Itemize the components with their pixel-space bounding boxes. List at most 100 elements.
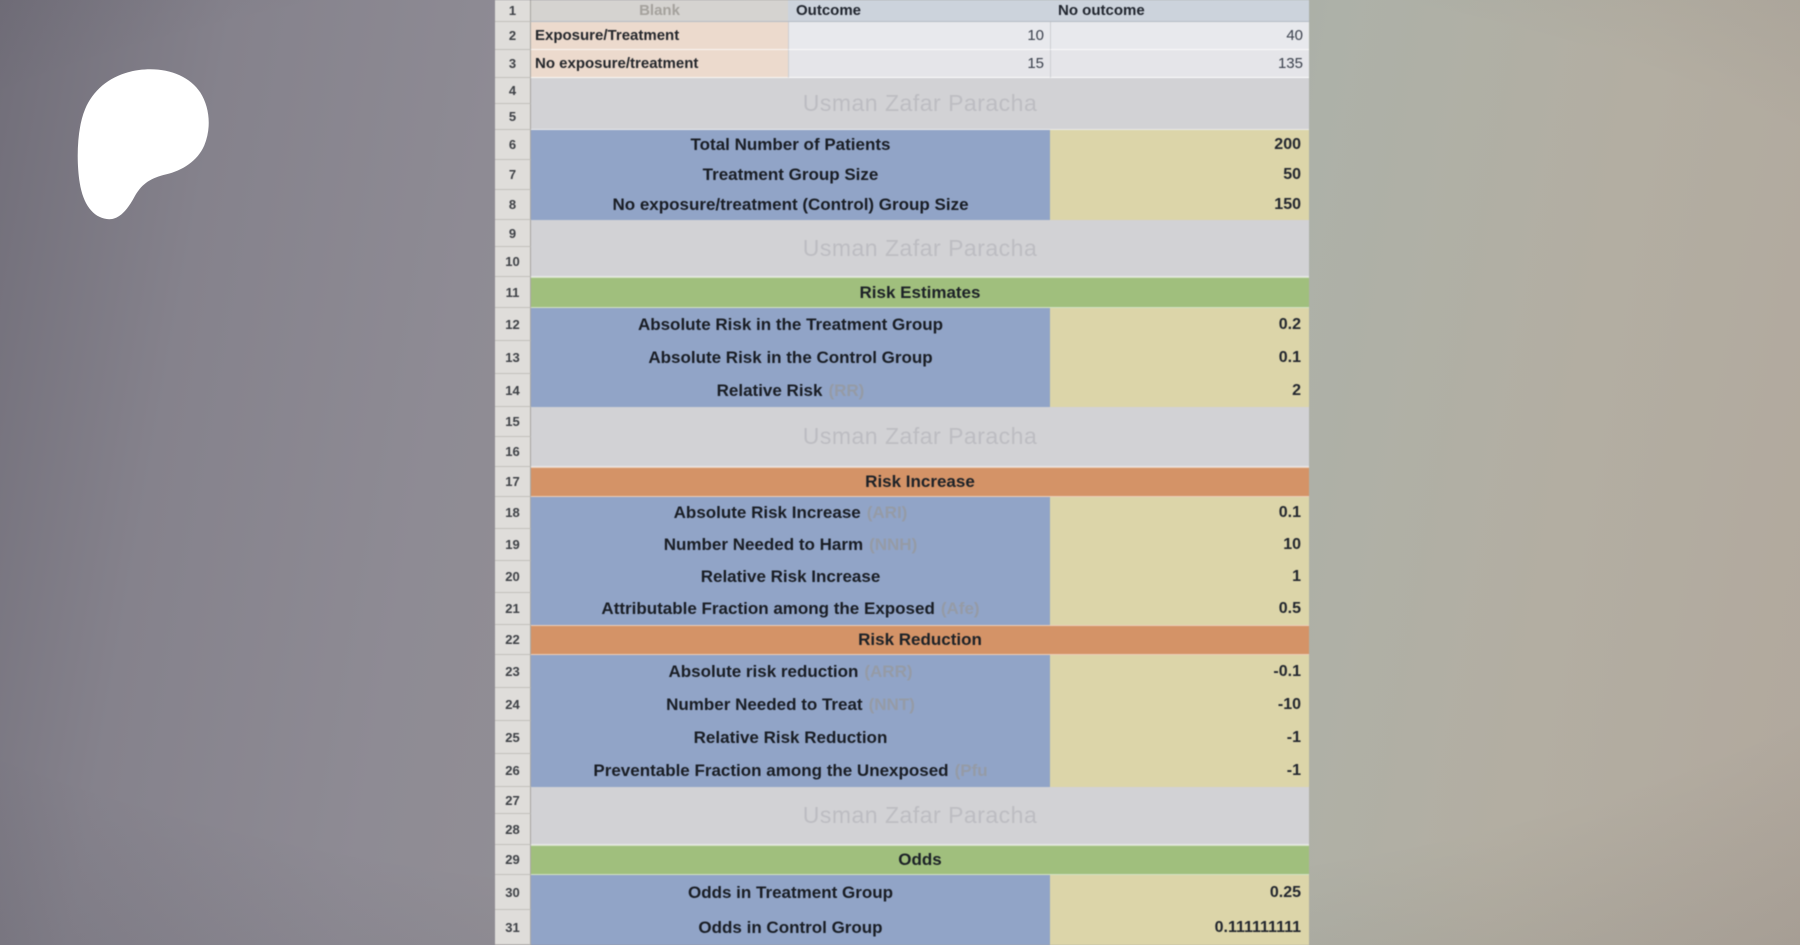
metric-label: Absolute Risk in the Treatment Group bbox=[637, 314, 944, 334]
metric-label-cell[interactable]: Odds in Control Group bbox=[531, 910, 1050, 945]
metric-value-cell[interactable]: 0.1 bbox=[1050, 341, 1309, 374]
metric-label-cell[interactable]: Relative Risk (RR) bbox=[531, 374, 1050, 407]
metric-value-cell[interactable]: 0.1 bbox=[1050, 497, 1309, 529]
row-header[interactable]: 16 bbox=[495, 437, 531, 467]
watermark-text: Usman Zafar Paracha bbox=[802, 423, 1038, 449]
metric-label: Absolute Risk in the Control Group bbox=[648, 347, 933, 367]
row-header[interactable]: 10 bbox=[495, 247, 531, 277]
row-header[interactable]: 18 bbox=[495, 497, 531, 529]
row-header[interactable]: 4 bbox=[495, 78, 531, 104]
contingency-row-label[interactable]: No exposure/treatment bbox=[531, 50, 788, 78]
metric-value-cell[interactable]: 0.5 bbox=[1050, 593, 1309, 625]
metric-abbrev: (NNT) bbox=[868, 694, 915, 714]
row-header[interactable]: 28 bbox=[495, 814, 531, 845]
column-header-blank[interactable]: Blank bbox=[531, 0, 788, 22]
row-header[interactable]: 1 bbox=[495, 0, 531, 22]
metric-label-cell[interactable]: Number Needed to Harm (NNH) bbox=[531, 529, 1050, 561]
row-header[interactable]: 11 bbox=[495, 277, 531, 308]
row-header[interactable]: 24 bbox=[495, 688, 531, 721]
metric-label: Absolute risk reduction bbox=[668, 661, 859, 681]
outcome-value-cell[interactable]: 10 bbox=[788, 22, 1050, 50]
metric-value-cell[interactable]: 0.111111111 bbox=[1050, 910, 1309, 945]
metric-value-cell[interactable]: 200 bbox=[1050, 130, 1309, 160]
metric-abbrev: (RR) bbox=[828, 380, 865, 400]
metric-value-cell[interactable]: 10 bbox=[1050, 529, 1309, 561]
row-header[interactable]: 31 bbox=[495, 910, 531, 945]
metric-value-cell[interactable]: -1 bbox=[1050, 721, 1309, 754]
no-outcome-value-cell[interactable]: 40 bbox=[1050, 22, 1309, 50]
row-header[interactable]: 13 bbox=[495, 341, 531, 374]
metric-abbrev: (NNH) bbox=[869, 535, 918, 554]
row-header[interactable]: 14 bbox=[495, 374, 531, 407]
metric-label-cell[interactable]: Preventable Fraction among the Unexposed… bbox=[531, 754, 1050, 787]
metric-label-cell[interactable]: No exposure/treatment (Control) Group Si… bbox=[531, 190, 1050, 220]
row-header[interactable]: 25 bbox=[495, 721, 531, 754]
column-header-outcome[interactable]: Outcome bbox=[788, 0, 1050, 22]
metric-label-cell[interactable]: Attributable Fraction among the Exposed (… bbox=[531, 593, 1050, 625]
column-header-no-outcome[interactable]: No outcome bbox=[1050, 0, 1309, 22]
section-header[interactable]: Odds bbox=[531, 845, 1309, 875]
metric-value-cell[interactable]: -10 bbox=[1050, 688, 1309, 721]
spreadsheet: 1 2 3 4 5 6 7 8 9 10 11 12 13 14 15 16 17 18 19 20 21 22 23 24 2… bbox=[495, 0, 1309, 945]
row-header[interactable]: 5 bbox=[495, 104, 531, 130]
metric-label: Relative Risk Reduction bbox=[693, 727, 888, 747]
row-header[interactable]: 22 bbox=[495, 625, 531, 655]
metric-label-cell[interactable]: Relative Risk Increase bbox=[531, 561, 1050, 593]
metric-value-cell[interactable]: 150 bbox=[1050, 190, 1309, 220]
metric-label-cell[interactable]: Treatment Group Size bbox=[531, 160, 1050, 190]
metric-value-cell[interactable]: -0.1 bbox=[1050, 655, 1309, 688]
outcome-value-cell[interactable]: 15 bbox=[788, 50, 1050, 78]
metric-label-cell[interactable]: Total Number of Patients bbox=[531, 130, 1050, 160]
row-header[interactable]: 19 bbox=[495, 529, 531, 561]
metric-label: Number Needed to Harm bbox=[663, 535, 864, 554]
metric-label: Relative Risk bbox=[716, 380, 823, 400]
contingency-row-label[interactable]: Exposure/Treatment bbox=[531, 22, 788, 50]
row-header[interactable]: 15 bbox=[495, 407, 531, 437]
row-header[interactable]: 2 bbox=[495, 22, 531, 50]
metric-abbrev: (ARI) bbox=[866, 503, 908, 522]
metric-value-cell[interactable]: 1 bbox=[1050, 561, 1309, 593]
metric-label-cell[interactable]: Absolute Risk Increase (ARI) bbox=[531, 497, 1050, 529]
metric-label: Odds in Control Group bbox=[698, 917, 883, 937]
watermark-band: Usman Zafar Paracha bbox=[531, 220, 1309, 277]
metric-value-cell[interactable]: 0.2 bbox=[1050, 308, 1309, 341]
metric-label: No exposure/treatment (Control) Group Si… bbox=[612, 195, 969, 214]
metric-label-cell[interactable]: Absolute risk reduction (ARR) bbox=[531, 655, 1050, 688]
metric-value-cell[interactable]: 50 bbox=[1050, 160, 1309, 190]
row-header[interactable]: 12 bbox=[495, 308, 531, 341]
row-header[interactable]: 30 bbox=[495, 875, 531, 910]
row-header[interactable]: 27 bbox=[495, 787, 531, 814]
row-header[interactable]: 17 bbox=[495, 467, 531, 497]
row-header[interactable]: 23 bbox=[495, 655, 531, 688]
metric-label: Absolute Risk Increase bbox=[673, 503, 861, 522]
row-header[interactable]: 6 bbox=[495, 130, 531, 160]
metric-label: Number Needed to Treat bbox=[666, 694, 863, 714]
section-header[interactable]: Risk Reduction bbox=[531, 625, 1309, 655]
metric-abbrev: (Pfu bbox=[954, 760, 988, 780]
metric-label-cell[interactable]: Absolute Risk in the Treatment Group bbox=[531, 308, 1050, 341]
row-header[interactable]: 9 bbox=[495, 220, 531, 247]
metric-value-cell[interactable]: 2 bbox=[1050, 374, 1309, 407]
row-header[interactable]: 8 bbox=[495, 190, 531, 220]
metric-label: Treatment Group Size bbox=[702, 165, 879, 184]
metric-label-cell[interactable]: Odds in Treatment Group bbox=[531, 875, 1050, 910]
section-header[interactable]: Risk Estimates bbox=[531, 277, 1309, 308]
row-header[interactable]: 29 bbox=[495, 845, 531, 875]
row-header[interactable]: 26 bbox=[495, 754, 531, 787]
row-header[interactable]: 7 bbox=[495, 160, 531, 190]
watermark-band: Usman Zafar Paracha bbox=[531, 407, 1309, 467]
row-header[interactable]: 20 bbox=[495, 561, 531, 593]
metric-label-cell[interactable]: Absolute Risk in the Control Group bbox=[531, 341, 1050, 374]
row-header[interactable]: 3 bbox=[495, 50, 531, 78]
metric-label-cell[interactable]: Number Needed to Treat (NNT) bbox=[531, 688, 1050, 721]
metric-value-cell[interactable]: 0.25 bbox=[1050, 875, 1309, 910]
metric-label: Total Number of Patients bbox=[690, 135, 891, 154]
patreon-logo-icon bbox=[77, 69, 209, 220]
metric-label-cell[interactable]: Relative Risk Reduction bbox=[531, 721, 1050, 754]
metric-value-cell[interactable]: -1 bbox=[1050, 754, 1309, 787]
watermark-band: Usman Zafar Paracha bbox=[531, 787, 1309, 845]
no-outcome-value-cell[interactable]: 135 bbox=[1050, 50, 1309, 78]
section-header[interactable]: Risk Increase bbox=[531, 467, 1309, 497]
row-header[interactable]: 21 bbox=[495, 593, 531, 625]
